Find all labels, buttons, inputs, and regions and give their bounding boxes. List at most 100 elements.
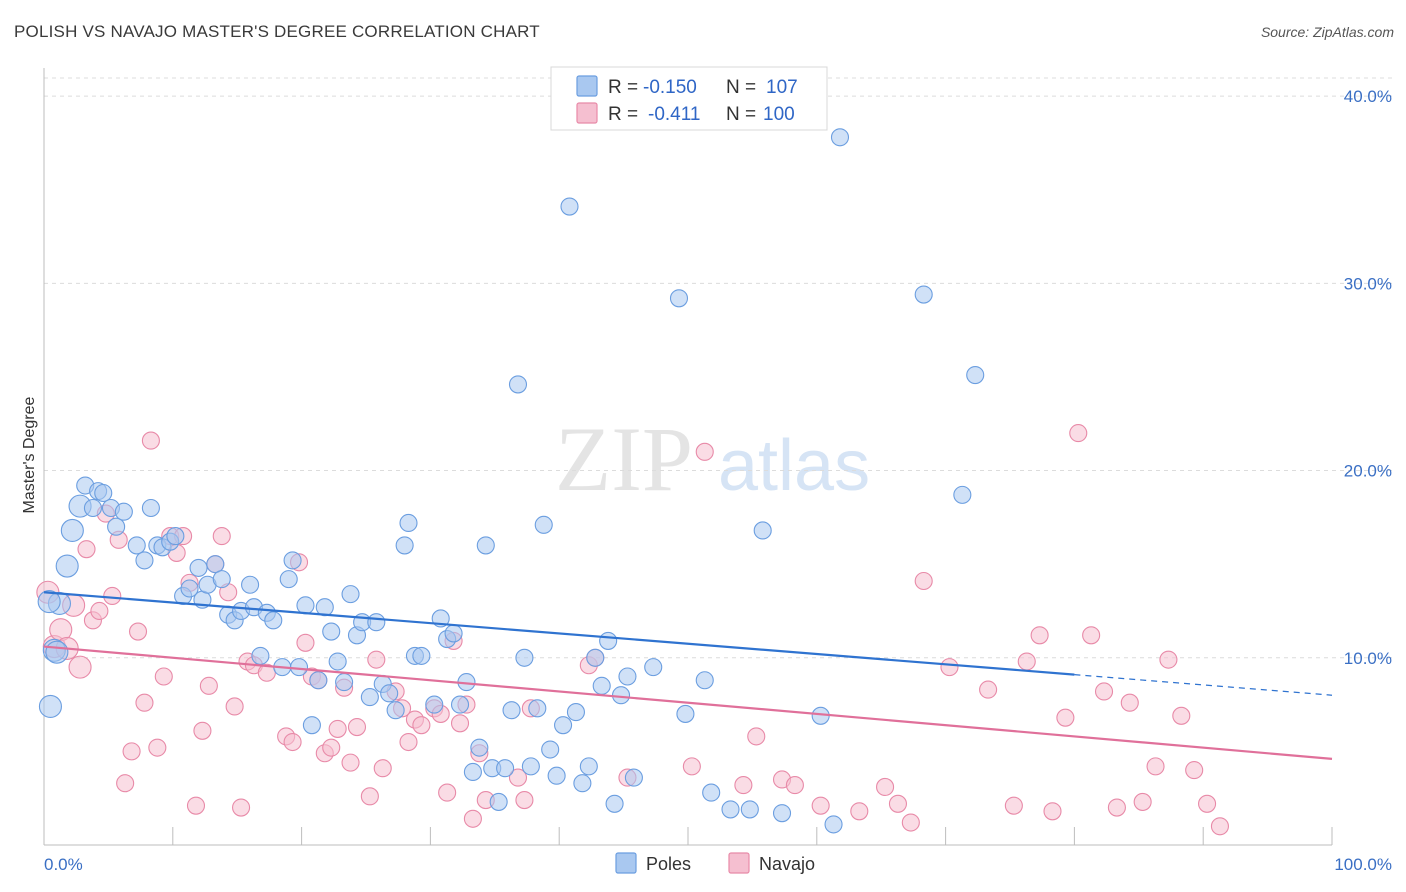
poles-point-77 [547, 766, 566, 785]
poles-point-75 [534, 515, 553, 534]
poles-point-71 [508, 375, 528, 394]
legend-swatch-navajo [576, 102, 598, 124]
navajo-point-96 [1172, 706, 1191, 725]
navajo-point-78 [888, 794, 907, 813]
bottom-legend-swatch-poles [615, 852, 637, 874]
navajo-point-35 [283, 732, 302, 752]
y-axis-title: Master's Degree [21, 396, 38, 513]
poles-point-65 [470, 738, 489, 757]
poles-point-39 [296, 596, 315, 615]
navajo-point-8 [90, 601, 109, 621]
navajo-point-10 [103, 586, 122, 606]
legend-navajo-n-value: 100 [763, 104, 795, 125]
navajo-point-89 [1082, 626, 1101, 645]
poles-point-14 [135, 551, 154, 570]
poles-point-40 [302, 716, 321, 735]
navajo-point-45 [347, 717, 367, 737]
poles-point-83 [586, 648, 605, 667]
poles-point-81 [573, 774, 592, 793]
navajo-point-81 [940, 658, 959, 677]
series-legend: Poles Navajo [615, 852, 815, 874]
poles-point-13 [127, 536, 146, 555]
poles-point-53 [386, 701, 405, 720]
x-tick-label-min: 0.0% [44, 855, 83, 874]
poles-point-95 [721, 800, 740, 819]
poles-point-34 [264, 611, 283, 630]
poles-point-76 [541, 740, 560, 759]
navajo-point-13 [122, 742, 141, 761]
poles-point-22 [189, 558, 208, 577]
navajo-point-51 [399, 732, 418, 752]
navajo-point-41 [322, 738, 341, 757]
poles-point-15 [141, 498, 160, 518]
x-tick-labels: 0.0% 100.0% [44, 855, 1392, 874]
navajo-point-64 [515, 791, 534, 810]
grid-lines [44, 77, 1392, 659]
x-tick-label-max: 100.0% [1334, 855, 1392, 874]
navajo-point-71 [734, 776, 753, 795]
navajo-point-95 [1159, 650, 1178, 669]
poles-point-19 [166, 527, 185, 546]
navajo-point-12 [116, 774, 135, 793]
poles-point-97 [753, 521, 772, 540]
navajo-point-91 [1107, 798, 1126, 817]
poles-point-57 [412, 646, 431, 665]
poles-point-41 [309, 671, 328, 690]
navajo-point-69 [682, 757, 701, 776]
poles-point-38 [289, 658, 309, 677]
poles-point-0 [38, 694, 62, 719]
navajo-point-98 [1198, 794, 1217, 813]
navajo-point-76 [850, 802, 869, 821]
navajo-point-88 [1069, 424, 1088, 443]
poles-point-90 [644, 658, 663, 677]
poles-point-46 [341, 585, 360, 604]
navajo-point-85 [1030, 626, 1049, 645]
navajo-point-24 [193, 721, 212, 740]
navajo-point-46 [360, 787, 379, 806]
poles-point-25 [206, 555, 225, 574]
legend-poles-r-label: R = [608, 77, 638, 98]
poles-point-43 [322, 622, 341, 641]
poles-point-52 [380, 684, 399, 703]
navajo-point-70 [695, 442, 714, 461]
poles-point-61 [444, 624, 463, 643]
navajo-point-97 [1185, 761, 1204, 780]
y-tick-label-3: 40.0% [1344, 87, 1392, 106]
poles-point-32 [251, 646, 270, 665]
navajo-point-29 [225, 697, 244, 716]
navajo-point-87 [1056, 708, 1075, 727]
poles-point-26 [212, 570, 231, 589]
source-label: Source: ZipAtlas.com [1260, 24, 1394, 40]
poles-point-37 [283, 551, 302, 570]
navajo-point-82 [979, 680, 998, 699]
poles-point-105 [37, 590, 61, 614]
poles-point-68 [489, 792, 508, 811]
poles-point-104 [966, 366, 985, 385]
y-tick-label-1: 20.0% [1344, 462, 1392, 481]
poles-point-74 [528, 699, 547, 718]
navajo-point-17 [148, 738, 167, 757]
bottom-legend-poles: Poles [646, 854, 691, 874]
poles-point-50 [367, 613, 386, 632]
poles-point-79 [560, 197, 579, 216]
navajo-point-63 [508, 768, 528, 787]
watermark-zip: ZIP [555, 408, 693, 510]
navajo-point-25 [199, 676, 218, 695]
navajo-point-74 [785, 776, 804, 795]
poles-point-30 [241, 575, 260, 594]
poles-point-96 [740, 800, 759, 819]
poles-trend-line [43, 591, 1075, 676]
legend-swatch-poles [576, 75, 598, 97]
navajo-point-30 [232, 798, 251, 817]
poles-point-78 [554, 716, 573, 735]
poles-point-36 [279, 570, 298, 589]
poles-point-100 [824, 815, 843, 834]
navajo-trend-line [43, 645, 1333, 760]
poles-point-73 [521, 757, 540, 776]
poles-point-45 [335, 673, 354, 692]
navajo-point-75 [811, 796, 830, 815]
poles-point-58 [425, 695, 444, 714]
poles-point-3 [55, 554, 79, 578]
poles-point-70 [502, 701, 521, 720]
legend-poles-r-value: -0.150 [643, 77, 697, 98]
